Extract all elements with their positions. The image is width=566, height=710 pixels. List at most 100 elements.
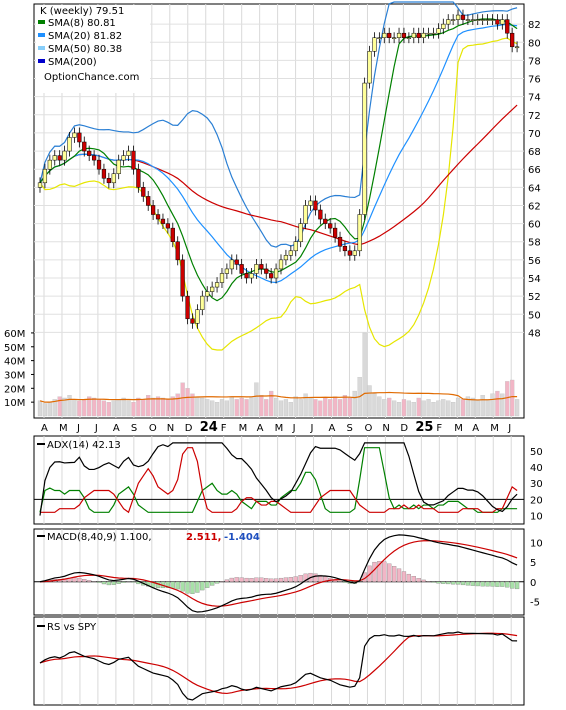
candle-body [240, 264, 244, 273]
volume-bar [92, 398, 96, 416]
macd-histogram-bar [387, 564, 391, 582]
macd-histogram-bar [107, 582, 111, 585]
macd-histogram-bar [505, 582, 509, 588]
candle-body [309, 201, 313, 206]
macd-histogram-bar [397, 569, 401, 582]
volume-bar [156, 397, 160, 416]
volume-bar [294, 397, 298, 416]
volume-bar [68, 395, 72, 416]
candle-body [412, 33, 416, 38]
candle-body [466, 20, 470, 21]
volume-tick-label: 30M [4, 370, 25, 381]
macd-histogram-bar [254, 578, 258, 582]
macd-hist-label: -1.404 [224, 532, 260, 543]
candle-body [264, 269, 268, 274]
x-axis-label: N [382, 423, 389, 434]
volume-bar [43, 404, 47, 416]
candle-body [417, 33, 421, 38]
candle-body [87, 151, 91, 156]
volume-bar [250, 397, 254, 416]
candle-body [402, 33, 406, 38]
volume-bar [230, 397, 234, 416]
volume-bar [254, 383, 258, 416]
candle-body [284, 255, 288, 260]
volume-bar [481, 395, 485, 416]
macd-histogram-bar [131, 582, 135, 583]
candle-body [97, 160, 101, 169]
candle-body [456, 15, 460, 20]
candle-body [235, 260, 239, 265]
candle-body [136, 169, 140, 187]
legend-swatch-sma20 [38, 33, 45, 37]
candle-body [259, 264, 263, 269]
candle-body [373, 38, 377, 52]
volume-bar [309, 398, 313, 416]
candle-body [127, 151, 131, 156]
candle-body [112, 174, 116, 183]
volume-bar [131, 402, 135, 416]
macd-histogram-bar [432, 582, 436, 583]
macd-tick-label: 0 [530, 578, 536, 589]
volume-bar [515, 399, 519, 416]
volume-bar [343, 395, 347, 416]
volume-bar [323, 398, 327, 416]
volume-bar [122, 398, 126, 416]
candle-body [505, 20, 509, 34]
candle-body [210, 287, 214, 292]
candle-body [510, 33, 514, 47]
volume-bar [333, 397, 337, 416]
macd-histogram-bar [191, 582, 195, 594]
candle-body [141, 187, 145, 196]
x-axis-label: F [436, 423, 442, 434]
price-tick-label: 62 [528, 201, 541, 212]
macd-histogram-bar [279, 578, 283, 582]
candle-body [314, 201, 318, 210]
volume-tick-label: 20M [4, 384, 25, 395]
macd-histogram-bar [422, 580, 426, 582]
macd-histogram-bar [245, 578, 249, 582]
x-axis-label: D [185, 423, 193, 434]
volume-bar [102, 401, 106, 416]
legend-brand: OptionChance.com [44, 72, 139, 83]
macd-histogram-bar [313, 574, 317, 582]
volume-tick-label: 10M [4, 398, 25, 409]
volume-bar [176, 394, 180, 416]
candle-body [289, 251, 293, 256]
volume-bar [205, 399, 209, 416]
volume-bar [195, 397, 199, 416]
volume-bar [500, 394, 504, 416]
candle-body [338, 237, 342, 246]
macd-histogram-bar [451, 582, 455, 585]
candle-body [427, 33, 431, 34]
macd-tick-label: -5 [530, 597, 540, 608]
candle-body [250, 273, 254, 278]
macd-histogram-bar [441, 582, 445, 584]
volume-bar [240, 398, 244, 416]
candle-body [407, 38, 411, 39]
volume-bar [412, 402, 416, 416]
x-axis-label: 25 [415, 420, 433, 435]
candle-body [58, 156, 62, 161]
macd-histogram-bar [446, 582, 450, 584]
price-tick-label: 68 [528, 147, 541, 158]
macd-histogram-bar [240, 578, 244, 582]
volume-bar [328, 399, 332, 416]
price-tick-label: 66 [528, 165, 541, 176]
candle-body [225, 269, 229, 274]
volume-tick-label: 60M [4, 329, 25, 340]
legend-swatch-sma200 [38, 59, 45, 63]
candle-body [496, 20, 500, 25]
macd-histogram-bar [186, 582, 190, 593]
adx-label: ADX(14) 42.13 [47, 440, 121, 451]
x-axis-label: M [454, 423, 463, 434]
volume-bar [491, 394, 495, 416]
macd-histogram-bar [171, 582, 175, 588]
macd-histogram-bar [176, 582, 180, 589]
candle-body [53, 156, 57, 161]
candle-body [151, 205, 155, 214]
macd-histogram-bar [372, 562, 376, 582]
candle-body [328, 224, 332, 229]
volume-bar [72, 399, 76, 416]
volume-bar [446, 401, 450, 416]
